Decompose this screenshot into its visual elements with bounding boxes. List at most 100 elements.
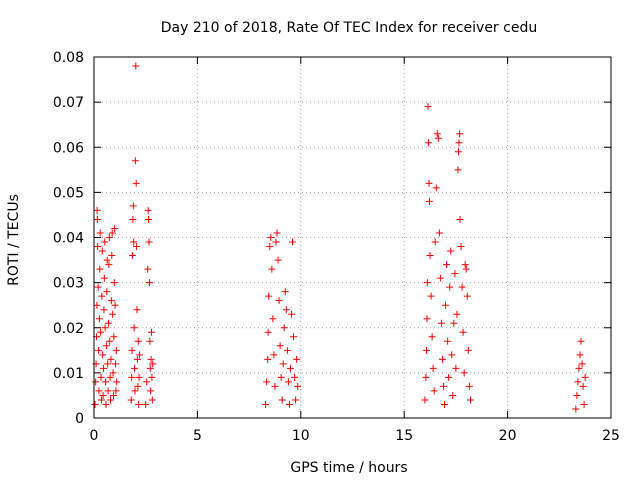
data-point: [264, 355, 272, 363]
data-points: [91, 62, 589, 413]
plot-frame: [93, 56, 612, 419]
data-point: [111, 301, 119, 309]
data-point: [93, 301, 101, 309]
data-point: [130, 324, 138, 332]
data-point: [99, 391, 107, 399]
data-point: [448, 351, 456, 359]
data-point: [104, 319, 112, 327]
data-point: [290, 333, 298, 341]
data-point: [268, 265, 276, 273]
data-point: [438, 355, 446, 363]
data-point: [577, 337, 585, 345]
data-point: [262, 400, 270, 408]
data-point: [279, 360, 287, 368]
x-tick-label: 0: [90, 428, 99, 444]
data-point: [441, 400, 449, 408]
data-point: [286, 364, 294, 372]
data-point: [96, 229, 104, 237]
data-point: [276, 342, 284, 350]
data-point: [97, 373, 105, 381]
data-point: [135, 373, 143, 381]
data-point: [427, 292, 435, 300]
data-point: [129, 215, 137, 223]
data-point: [133, 243, 141, 251]
data-point: [113, 378, 121, 386]
data-point: [270, 351, 278, 359]
data-point: [572, 405, 580, 413]
data-point: [264, 328, 272, 336]
data-point: [94, 243, 102, 251]
data-point: [423, 346, 431, 354]
data-point: [147, 387, 155, 395]
data-point: [98, 247, 106, 255]
data-point: [134, 337, 142, 345]
y-tick-label: 0.03: [53, 276, 84, 292]
data-point: [425, 179, 433, 187]
data-point: [104, 387, 112, 395]
data-point: [280, 324, 288, 332]
y-tick-label: 0.08: [53, 50, 84, 66]
data-point: [454, 166, 462, 174]
data-point: [274, 256, 282, 264]
data-point: [100, 306, 108, 314]
data-point: [453, 310, 461, 318]
data-point: [109, 369, 117, 377]
data-point: [92, 378, 100, 386]
data-point: [102, 342, 110, 350]
data-point: [144, 206, 152, 214]
data-point: [109, 391, 117, 399]
data-point: [135, 351, 143, 359]
data-point: [130, 238, 138, 246]
data-point: [456, 215, 464, 223]
data-point: [450, 319, 458, 327]
data-point: [464, 346, 472, 354]
data-point: [461, 261, 469, 269]
data-point: [456, 130, 464, 138]
x-tick-label: 25: [602, 428, 620, 444]
y-tick-label: 0.04: [53, 231, 84, 247]
data-point: [576, 351, 584, 359]
data-point: [112, 346, 120, 354]
data-point: [146, 364, 154, 372]
data-point: [455, 139, 463, 147]
data-point: [269, 315, 277, 323]
data-point: [149, 360, 157, 368]
data-point: [422, 373, 430, 381]
y-tick-label: 0: [75, 411, 84, 427]
data-point: [104, 360, 112, 368]
data-point: [148, 396, 156, 404]
data-point: [442, 301, 450, 309]
data-point: [452, 364, 460, 372]
data-point: [94, 283, 102, 291]
data-point: [111, 224, 119, 232]
data-point: [93, 206, 101, 214]
data-point: [459, 328, 467, 336]
data-point: [105, 234, 113, 241]
data-point: [110, 333, 118, 341]
data-point: [436, 274, 444, 282]
data-point: [128, 252, 136, 260]
data-point: [263, 378, 271, 386]
axis-ticks: 0 0.01 0.02 0.03 0.04 0.05 0.06 0.07 0.08 0 5 10 15 2…: [53, 50, 620, 444]
data-point: [457, 243, 465, 251]
y-tick-label: 0.07: [53, 95, 84, 111]
data-point: [112, 360, 120, 368]
data-point: [105, 261, 113, 269]
data-point: [128, 346, 136, 354]
data-point: [112, 387, 120, 395]
data-point: [145, 279, 153, 287]
data-point: [108, 229, 116, 237]
data-point: [95, 387, 103, 395]
data-point: [581, 373, 589, 381]
data-point: [433, 130, 441, 138]
data-point: [446, 283, 454, 291]
y-tick-label: 0.01: [53, 366, 84, 382]
data-point: [466, 396, 474, 404]
data-point: [444, 337, 452, 345]
data-point: [284, 378, 292, 386]
data-point: [423, 279, 431, 287]
data-point: [93, 215, 101, 223]
data-point: [103, 288, 111, 296]
data-point: [432, 184, 440, 192]
